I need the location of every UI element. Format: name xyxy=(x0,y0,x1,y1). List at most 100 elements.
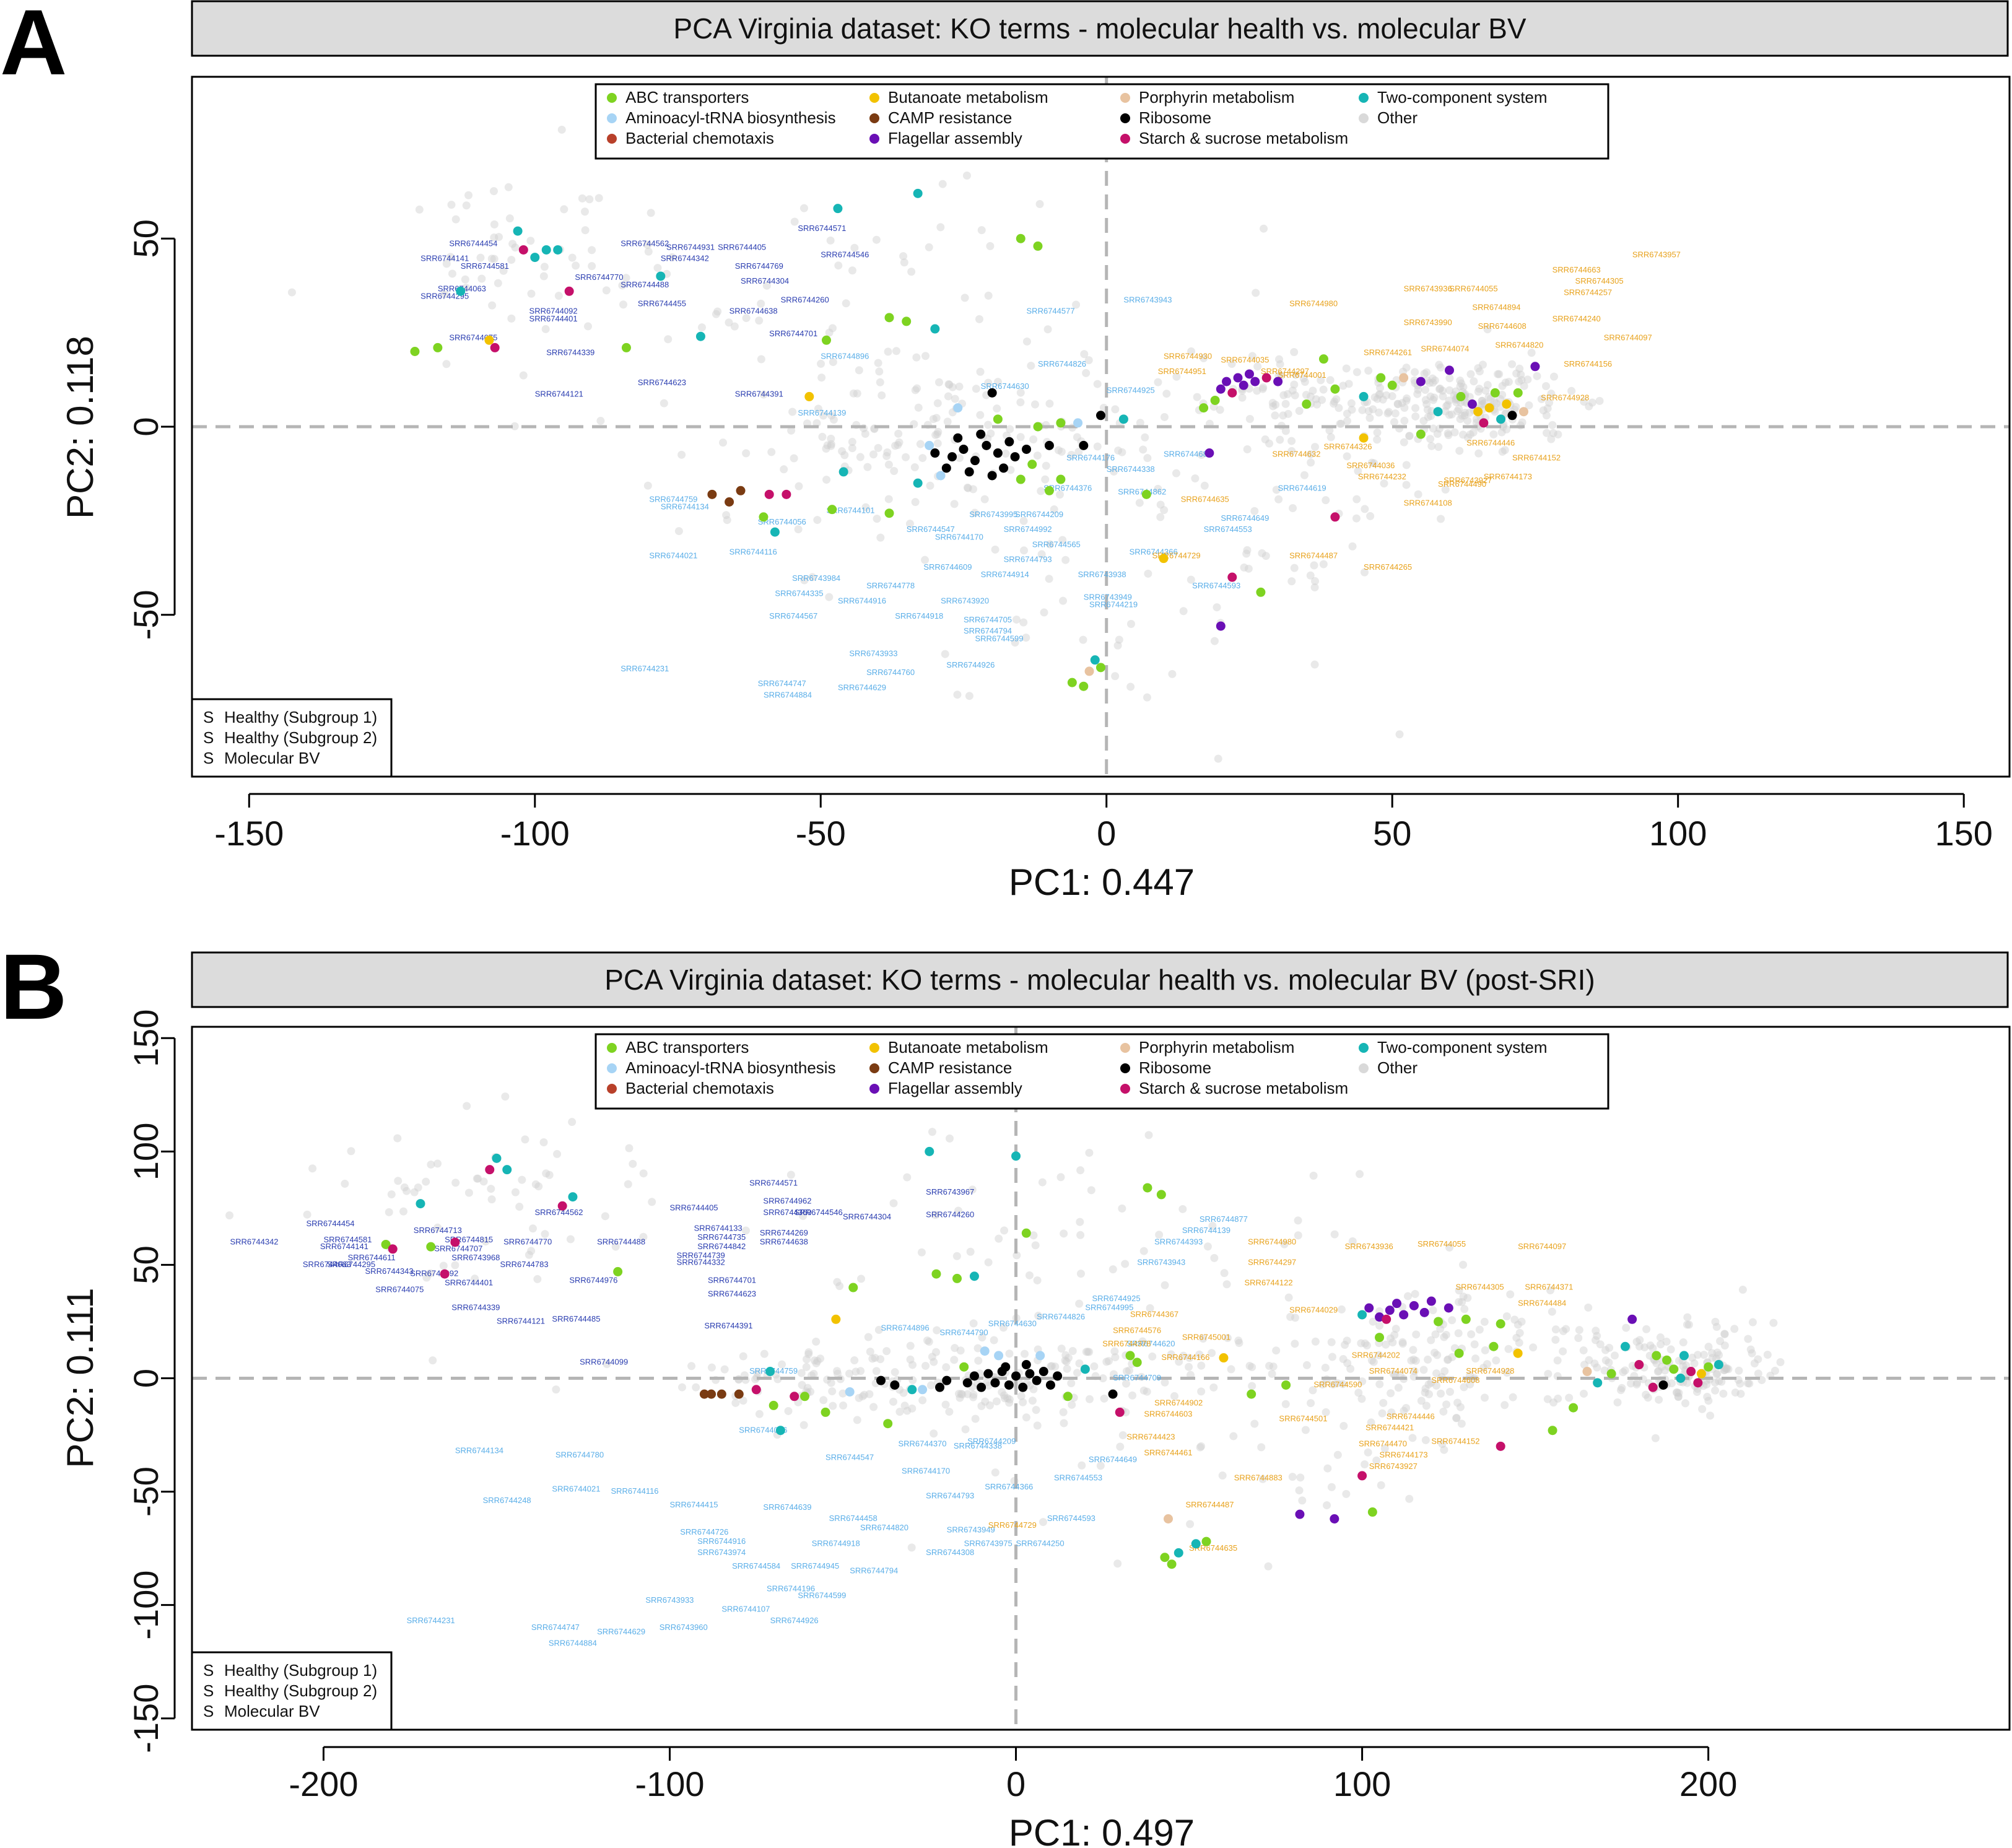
other-point xyxy=(1736,1390,1745,1398)
sample-label: SRR6744134 xyxy=(455,1445,503,1455)
legend-marker xyxy=(1359,113,1369,123)
other-point xyxy=(863,463,872,471)
legend-marker xyxy=(1359,1063,1369,1073)
pathway-point xyxy=(1261,373,1271,383)
other-point xyxy=(957,1390,965,1398)
sample-label: SRR6744036 xyxy=(1346,461,1395,470)
other-point xyxy=(1513,1320,1522,1329)
other-point xyxy=(1400,416,1409,425)
other-point xyxy=(1242,549,1251,558)
pathway-point xyxy=(1219,1353,1229,1363)
sample-label: SRR6744567 xyxy=(769,611,817,621)
other-point xyxy=(975,315,983,323)
legend-label: Other xyxy=(1377,1058,1418,1077)
other-point xyxy=(951,1344,959,1353)
other-point xyxy=(476,253,485,262)
other-point xyxy=(1481,386,1490,395)
other-point xyxy=(1197,1442,1206,1450)
other-point xyxy=(588,262,596,271)
group-legend-symbol: S xyxy=(203,708,214,726)
other-point xyxy=(912,353,921,362)
sample-label: SRR6744297 xyxy=(1248,1257,1296,1266)
other-point xyxy=(601,1212,609,1221)
other-point xyxy=(1600,1366,1609,1375)
other-point xyxy=(1060,1229,1068,1238)
sample-label: SRR6744487 xyxy=(1185,1500,1234,1509)
other-point xyxy=(531,1180,540,1188)
other-point xyxy=(921,352,930,360)
pathway-point xyxy=(876,1375,886,1385)
other-point xyxy=(1510,1315,1519,1324)
other-point xyxy=(1386,1334,1395,1343)
pathway-point xyxy=(1330,1514,1339,1523)
other-point xyxy=(1294,1216,1302,1225)
other-point xyxy=(1216,406,1224,414)
other-point xyxy=(861,503,870,512)
sample-label: SRR6744611 xyxy=(348,1253,396,1262)
pathway-point xyxy=(1164,1514,1174,1523)
other-point xyxy=(1054,446,1063,455)
other-point xyxy=(1348,406,1356,414)
other-point xyxy=(1143,454,1152,463)
other-point xyxy=(415,205,424,214)
other-point xyxy=(857,1275,866,1283)
other-point xyxy=(984,421,993,429)
sample-label: SRR6744603 xyxy=(1144,1410,1192,1419)
other-point xyxy=(827,440,835,448)
other-point xyxy=(1085,1148,1094,1157)
x-tick-label: -100 xyxy=(635,1764,704,1803)
pathway-point xyxy=(1513,388,1523,398)
pathway-point xyxy=(553,245,563,255)
other-point xyxy=(925,243,933,251)
other-point xyxy=(723,516,731,525)
legend-label: Bacterial chemotaxis xyxy=(625,1079,774,1097)
other-point xyxy=(731,1398,740,1407)
pathway-point xyxy=(1658,1380,1668,1390)
other-point xyxy=(1390,1331,1399,1340)
other-point xyxy=(1405,432,1414,440)
other-point xyxy=(840,451,849,460)
other-point xyxy=(1390,418,1398,427)
sample-label: SRR6744001 xyxy=(1278,370,1326,380)
other-point xyxy=(954,1206,963,1215)
sample-label: SRR6744305 xyxy=(1456,1283,1504,1292)
sample-label: SRR6743933 xyxy=(849,649,897,658)
other-point xyxy=(1679,1338,1688,1347)
sample-label: SRR6744176 xyxy=(1066,453,1115,463)
other-point xyxy=(1156,513,1165,521)
other-point xyxy=(968,1185,977,1194)
other-point xyxy=(1029,435,1038,444)
other-point xyxy=(1020,546,1029,555)
sample-label: SRR6744928 xyxy=(1466,1366,1514,1375)
other-point xyxy=(1298,1496,1307,1505)
pathway-point xyxy=(1079,681,1089,691)
other-point xyxy=(1078,1461,1086,1470)
other-point xyxy=(1398,399,1406,408)
other-point xyxy=(868,1354,877,1363)
other-point xyxy=(1502,1312,1511,1321)
other-point xyxy=(1436,363,1445,372)
sample-label: SRR6744623 xyxy=(638,378,686,387)
panel-b-title: PCA Virginia dataset: KO terms - molecul… xyxy=(604,964,1595,996)
other-point xyxy=(1763,1351,1772,1359)
pathway-point xyxy=(1025,1369,1035,1379)
other-point xyxy=(1439,392,1447,401)
sample-label: SRR6744565 xyxy=(1032,539,1081,549)
other-point xyxy=(541,1230,549,1239)
sample-label: SRR6743984 xyxy=(792,573,840,583)
sample-label: SRR6744415 xyxy=(669,1500,718,1509)
other-point xyxy=(1319,560,1328,569)
pathway-point xyxy=(1016,474,1026,484)
other-point xyxy=(1080,350,1089,359)
other-point xyxy=(1465,393,1474,401)
other-point xyxy=(1431,1348,1439,1357)
other-point xyxy=(1588,398,1596,407)
other-point xyxy=(1459,383,1468,391)
other-point xyxy=(1033,1421,1042,1430)
pathway-point xyxy=(1391,1299,1401,1309)
other-point xyxy=(1100,1394,1108,1403)
other-point xyxy=(1352,368,1361,377)
other-point xyxy=(1567,386,1576,395)
sample-label: SRR6744701 xyxy=(708,1276,756,1285)
group-legend-box xyxy=(191,698,393,778)
